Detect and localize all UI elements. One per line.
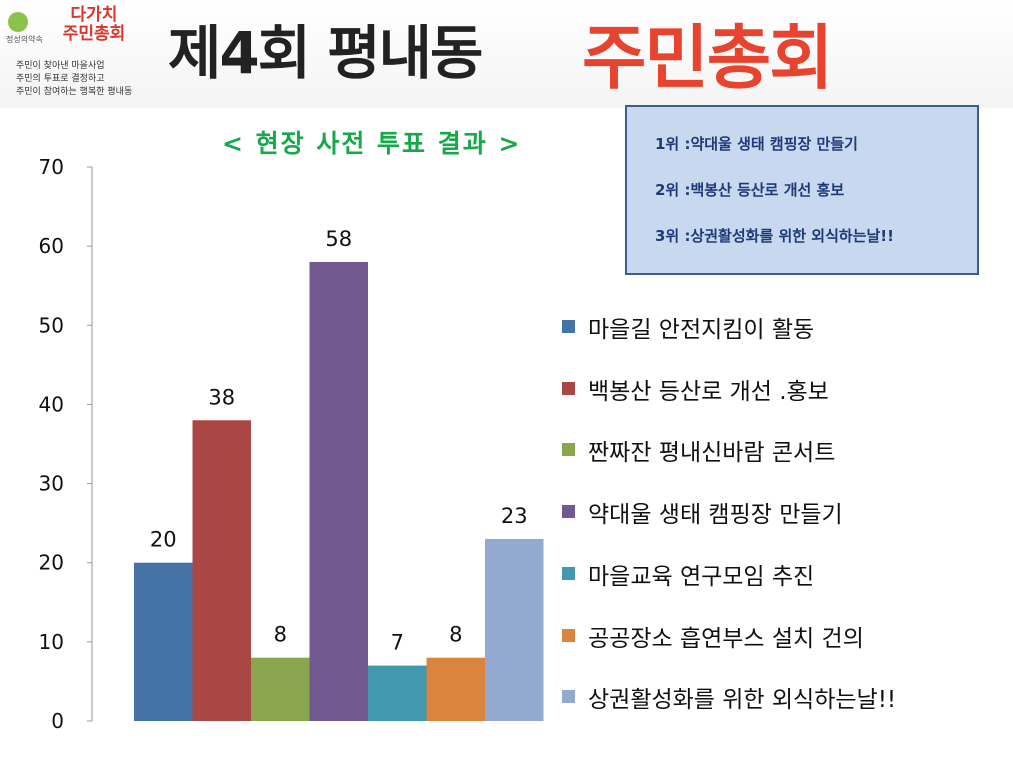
bar-value-label: 58 [325,227,352,251]
legend-swatch [562,566,575,580]
legend-label: 마을길 안전지킴이 활동 [588,317,815,343]
y-tick-label: 60 [39,234,64,258]
y-tick-label: 20 [39,551,64,575]
legend-swatch [562,505,575,519]
legend-label: 공공장소 흡연부스 설치 건의 [588,625,864,652]
logo-description: 주민이 찾아낸 마을사업 주민의 투표로 결정하고 주민이 참여하는 행복한 평… [16,61,133,97]
legend-swatch [562,628,575,642]
bar-value-label: 7 [391,631,404,655]
logo-mark-text: 정성의약속 [6,35,43,44]
bar-5 [368,665,427,721]
ranking-box: 1위 :약대울 생태 캠핑장 만들기 2위 :백봉산 등산로 개선 홍보 3위 … [625,105,979,275]
header-band [0,0,1013,108]
chart-subtitle: < 현장 사전 투표 결과 > [222,129,522,158]
bar-4 [309,261,368,721]
bar-value-label: 8 [274,623,287,647]
legend-swatch [562,320,575,333]
y-tick-label: 40 [39,392,64,416]
logo-title: 다가치 주민총회 [62,5,126,44]
headline-meeting-number: 제4회 평내동 [168,19,483,87]
y-tick-label: 50 [39,313,64,337]
logo: 정성의약속 다가치 주민총회 주민이 찾아낸 마을사업 주민의 투표로 결정하고… [4,6,164,102]
legend-label: 짠짜잔 평내신바람 콘서트 [588,440,836,467]
y-tick-label: 10 [39,630,64,654]
rank-item-1: 1위 :약대울 생태 캠핑장 만들기 [655,135,858,153]
bar-7 [485,538,544,721]
legend-swatch [562,443,575,457]
y-tick-label: 70 [39,155,64,179]
legend-swatch [562,381,575,395]
legend-label: 마을교육 연구모임 추진 [588,563,815,590]
bar-2 [192,420,251,721]
rank-item-3: 3위 :상권활성화를 위한 외식하는날!! [655,227,894,245]
rank-item-2: 2위 :백봉산 등산로 개선 홍보 [655,181,845,199]
bar-1 [134,562,193,721]
headline-residents-assembly: 주민총회 [582,17,834,99]
legend-label: 상권활성화를 위한 외식하는날!! [588,687,897,714]
bar-3 [251,657,310,721]
bar-value-label: 20 [150,528,177,552]
legend-swatch [562,690,575,704]
legend-label: 백봉산 등산로 개선 .홍보 [588,378,829,405]
bar-value-label: 23 [501,504,528,528]
y-tick-label: 30 [39,472,64,496]
bar-value-label: 38 [208,385,235,409]
legend-label: 약대울 생태 캠핑장 만들기 [588,502,843,529]
y-tick-label: 0 [51,709,64,733]
bar-value-label: 8 [449,623,462,647]
logo-mark-icon [8,12,28,32]
vote-bar-chart: 0 10 20 30 40 50 60 70 20 38 8 58 7 8 23 [39,155,544,733]
bar-6 [426,657,485,721]
